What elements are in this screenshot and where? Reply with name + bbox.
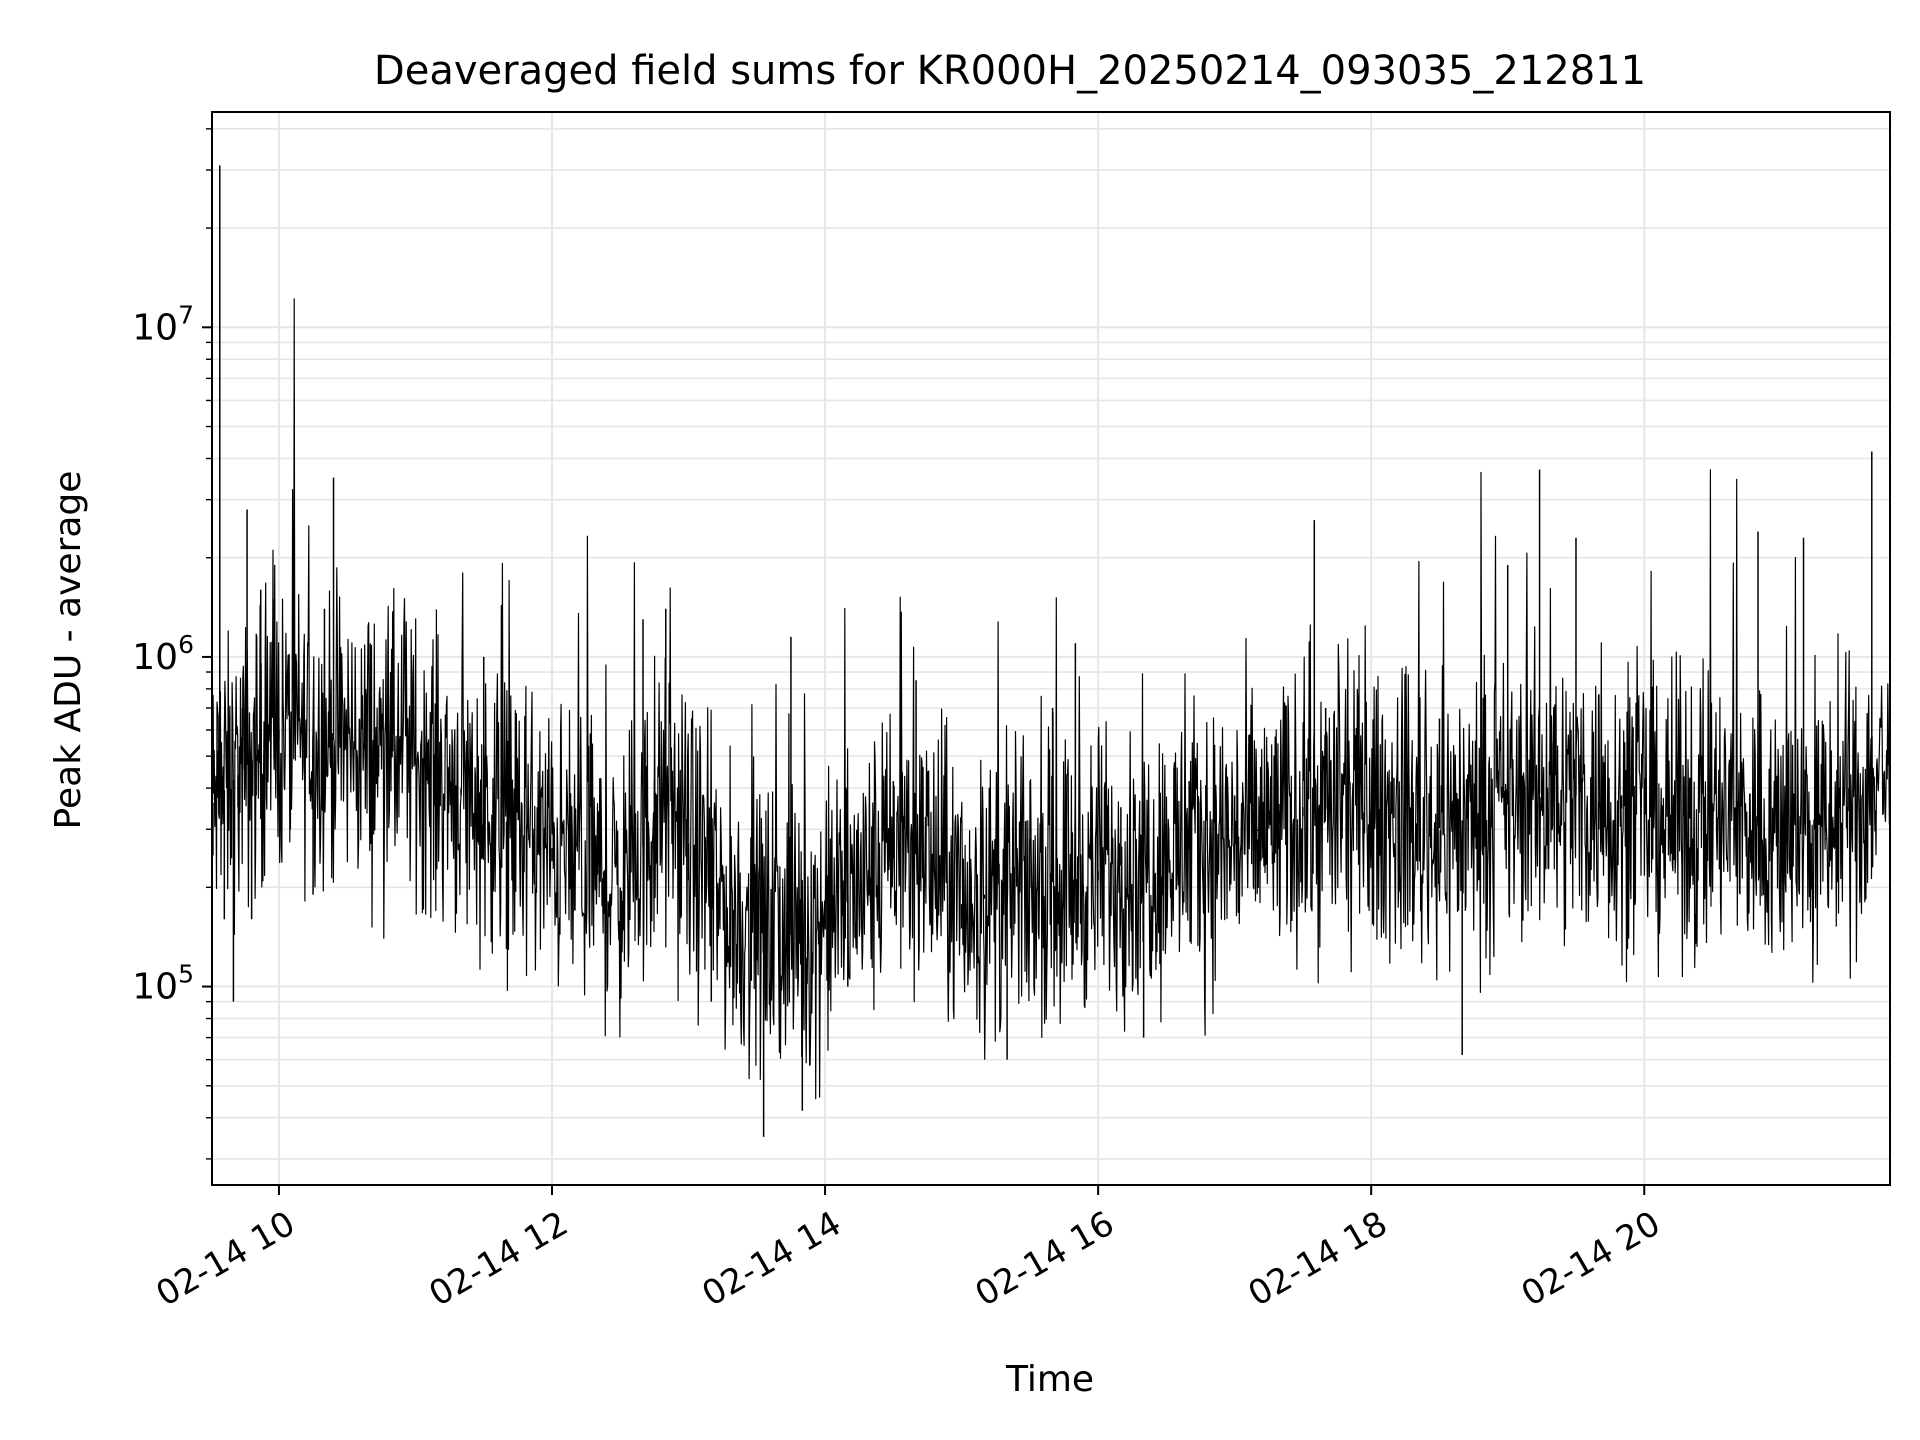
y-tick-base: 10 (132, 637, 178, 678)
x-axis-label: Time (1005, 1359, 1094, 1400)
y-tick-base: 10 (132, 307, 178, 348)
y-tick-exponent: 5 (178, 960, 194, 989)
y-tick-label: 106 (132, 630, 194, 678)
y-tick-label: 107 (132, 300, 194, 348)
y-axis-label: Peak ADU - average (48, 471, 89, 830)
data-trace-dense (211, 298, 1891, 1100)
axes-frame (211, 111, 1891, 1186)
y-tick-exponent: 6 (178, 630, 194, 659)
y-tick-label: 105 (132, 960, 194, 1008)
y-tick-exponent: 7 (178, 300, 194, 329)
plot-area (211, 165, 1891, 1137)
chart-title: Deaveraged field sums for KR000H_2025021… (374, 48, 1646, 94)
y-tick-base: 10 (132, 967, 178, 1008)
